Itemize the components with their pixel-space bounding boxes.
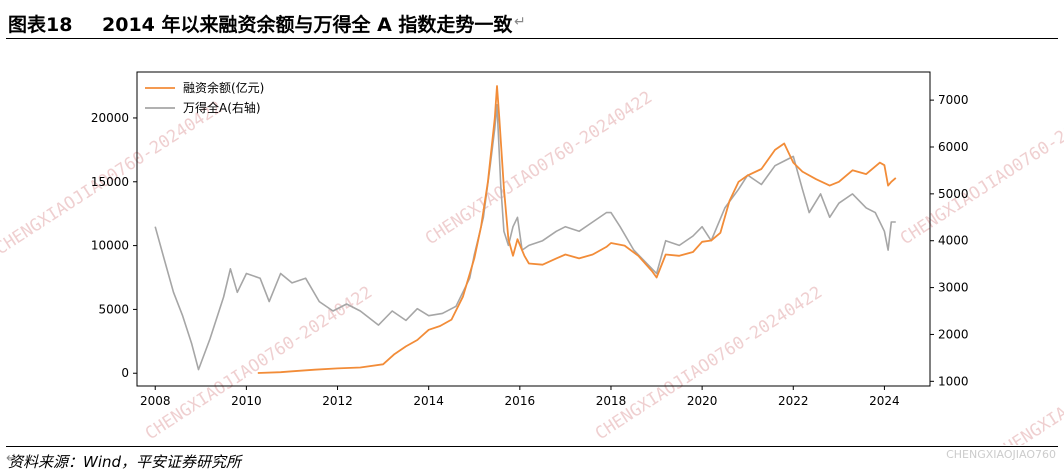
right-tick-label: 4000: [938, 234, 969, 248]
watermark-text: CHENGXIAOJIAO0760-20240422: [992, 302, 1064, 445]
left-tick-label: 20000: [91, 111, 129, 125]
legend-label: 万得全A(右轴): [183, 100, 261, 115]
right-tick-label: 2000: [938, 327, 969, 341]
x-tick-label: 2022: [778, 394, 809, 408]
plot-frame: [136, 71, 931, 387]
return-mark-icon: ↵: [6, 451, 17, 466]
source-bar: 资料来源：Wind，平安证券研究所 ↵: [6, 446, 1058, 471]
figure-title: 2014 年以来融资余额与万得全 A 指数走势一致: [102, 14, 513, 36]
chart: CHENGXIAOJIAO0760-20240422 CHENGXIAOJIAO0…: [0, 71, 1064, 445]
source-text: 资料来源：Wind，平安证券研究所: [8, 453, 242, 471]
x-tick-label: 2014: [413, 394, 444, 408]
right-tick-label: 5000: [938, 187, 969, 201]
x-tick-label: 2018: [596, 394, 627, 408]
series-line-margin-balance: [257, 85, 897, 374]
right-tick-label: 6000: [938, 140, 969, 154]
watermark-text: CHENGXIAOJIAO0760-20240422: [592, 282, 826, 444]
x-tick-label: 2016: [505, 394, 536, 408]
x-tick-label: 2012: [322, 394, 353, 408]
right-tick-label: 1000: [938, 374, 969, 388]
left-tick-label: 15000: [91, 175, 129, 189]
x-tick-label: 2008: [140, 394, 171, 408]
watermark-text: CHENGXIAOJIAO0760-20240422: [897, 87, 1064, 249]
x-tick-label: 2024: [869, 394, 900, 408]
figure-title-bar: 图表18 2014 年以来融资余额与万得全 A 指数走势一致 ↵: [6, 8, 1058, 39]
corner-watermark: CHENGXIAOJIAO760: [946, 448, 1056, 461]
right-tick-label: 7000: [938, 93, 969, 107]
x-tick-label: 2010: [231, 394, 262, 408]
x-tick-label: 2020: [687, 394, 718, 408]
left-tick-label: 10000: [91, 239, 129, 253]
return-mark-icon: ↵: [514, 14, 526, 30]
right-tick-label: 3000: [938, 281, 969, 295]
left-tick-label: 0: [121, 366, 129, 380]
figure-number: 图表18: [8, 14, 73, 36]
left-tick-label: 5000: [98, 302, 129, 316]
legend-label: 融资余额(亿元): [183, 80, 264, 95]
watermark-text: CHENGXIAOJIAO0760-20240422: [422, 87, 656, 249]
